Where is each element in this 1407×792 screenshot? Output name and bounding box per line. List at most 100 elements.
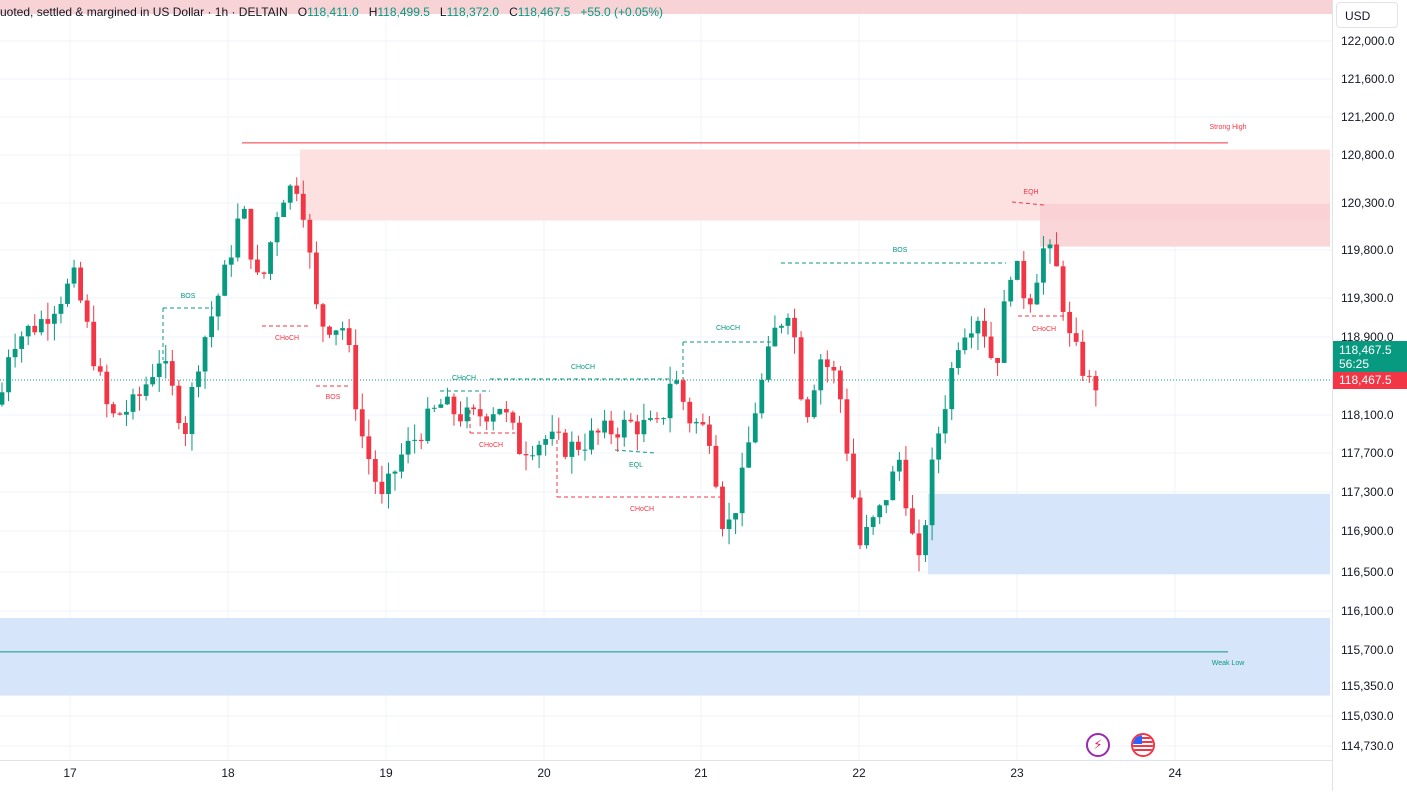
price-tick-label: 115,700.0 <box>1341 643 1394 657</box>
currency-button[interactable]: USD <box>1336 2 1398 28</box>
candle-body <box>667 383 673 419</box>
low-value: 118,372.0 <box>446 5 500 19</box>
candle-body <box>824 359 830 368</box>
candle-body <box>680 380 686 402</box>
low-label: L <box>439 5 447 19</box>
candle-body <box>12 348 18 358</box>
candle-body <box>530 455 535 457</box>
candle-body <box>169 361 175 386</box>
candle-body <box>294 185 300 194</box>
candle-body <box>52 313 57 324</box>
candle-body <box>327 326 332 335</box>
price-tick-label: 120,800.0 <box>1341 148 1395 162</box>
candle-body <box>576 441 581 450</box>
time-tick-label: 19 <box>379 766 393 780</box>
candle-body <box>386 473 391 495</box>
candle-body <box>1008 279 1014 302</box>
strong-high-label: Strong High <box>1209 124 1247 131</box>
candle-body <box>883 500 889 506</box>
candle-body <box>693 422 699 424</box>
candle-body <box>811 390 817 418</box>
candle-body <box>942 409 948 434</box>
choch-label: CHoCH <box>274 335 300 342</box>
bid-price-label: 118,467.5 <box>1333 372 1407 389</box>
chart-pane[interactable]: uoted, settled & margined in US Dollar ·… <box>0 0 1332 760</box>
candle-body <box>1054 244 1059 267</box>
candle-body <box>156 363 162 378</box>
candle-body <box>477 409 483 417</box>
price-tick-label: 114,730.0 <box>1341 739 1394 753</box>
choch-label: CHoCH <box>715 325 741 332</box>
candle-body <box>1067 311 1073 334</box>
candle-body <box>1086 375 1092 377</box>
candle-body <box>163 361 169 364</box>
candle-body <box>818 359 824 391</box>
candle-body <box>785 317 791 326</box>
candle-body <box>982 320 987 337</box>
candle-body <box>864 527 869 546</box>
candle-body <box>130 394 136 412</box>
candle-body <box>628 419 634 422</box>
candle-body <box>451 396 457 415</box>
candle-body <box>497 409 503 415</box>
candle-body <box>772 327 778 347</box>
candle-body <box>359 409 365 437</box>
candle-body <box>1073 333 1079 342</box>
us-flag-icon[interactable] <box>1131 733 1155 757</box>
price-tick-label: 121,600.0 <box>1341 72 1395 86</box>
candle-body <box>372 459 378 482</box>
candle-body <box>543 439 549 445</box>
candle-body <box>857 497 863 546</box>
candle-body <box>549 431 555 440</box>
bos-label: BOS <box>892 247 908 254</box>
candle-body <box>314 252 319 305</box>
candle-body <box>143 384 149 396</box>
candle-body <box>556 431 562 433</box>
candle-body <box>412 439 418 441</box>
candle-body <box>241 208 247 219</box>
candle-body <box>661 418 666 420</box>
candle-body <box>490 414 496 422</box>
candle-body <box>104 371 110 405</box>
candle-body <box>517 422 522 455</box>
candle-body <box>425 408 431 442</box>
candle-body <box>851 453 856 498</box>
price-tick-label: 121,200.0 <box>1341 110 1395 124</box>
candle-body <box>366 436 372 460</box>
candle-body <box>896 459 902 472</box>
time-axis[interactable]: 17 18 19 20 21 22 23 24 <box>0 760 1332 792</box>
candle-body <box>255 259 260 273</box>
bar-countdown: 56:25 <box>1339 357 1370 371</box>
candle-body <box>333 330 339 335</box>
candle-body <box>32 325 38 333</box>
lightning-icon[interactable]: ⚡ <box>1086 733 1110 757</box>
candle-body <box>910 508 915 534</box>
candle-body <box>621 419 627 438</box>
candle-body <box>445 396 450 405</box>
candle-body <box>6 357 11 393</box>
candle-body <box>713 445 719 487</box>
price-tick-label: 119,800.0 <box>1341 243 1394 257</box>
candle-body <box>602 420 607 433</box>
candle-body <box>765 346 771 380</box>
candle-body <box>405 440 411 455</box>
candle-body <box>418 439 424 442</box>
candle-body <box>340 328 345 331</box>
time-tick-label: 20 <box>537 766 551 780</box>
choch-label: CHoCH <box>629 506 655 513</box>
candle-body <box>379 481 385 495</box>
candlestick-chart[interactable] <box>0 0 1332 760</box>
candle-body <box>150 377 156 385</box>
candle-body <box>458 414 463 422</box>
candle-body <box>1047 244 1053 249</box>
supply-zone <box>0 0 1332 14</box>
price-axis[interactable]: 122,000.0 121,600.0 121,200.0 120,800.0 120,… <box>1332 0 1407 791</box>
candle-body <box>877 505 883 518</box>
candle-body <box>471 407 476 410</box>
candle-body <box>78 267 83 301</box>
candle-body <box>936 433 942 460</box>
supply-zone <box>1040 203 1330 247</box>
choch-label: CHoCH <box>570 364 596 371</box>
candle-body <box>1021 260 1027 299</box>
candle-body <box>320 304 326 327</box>
